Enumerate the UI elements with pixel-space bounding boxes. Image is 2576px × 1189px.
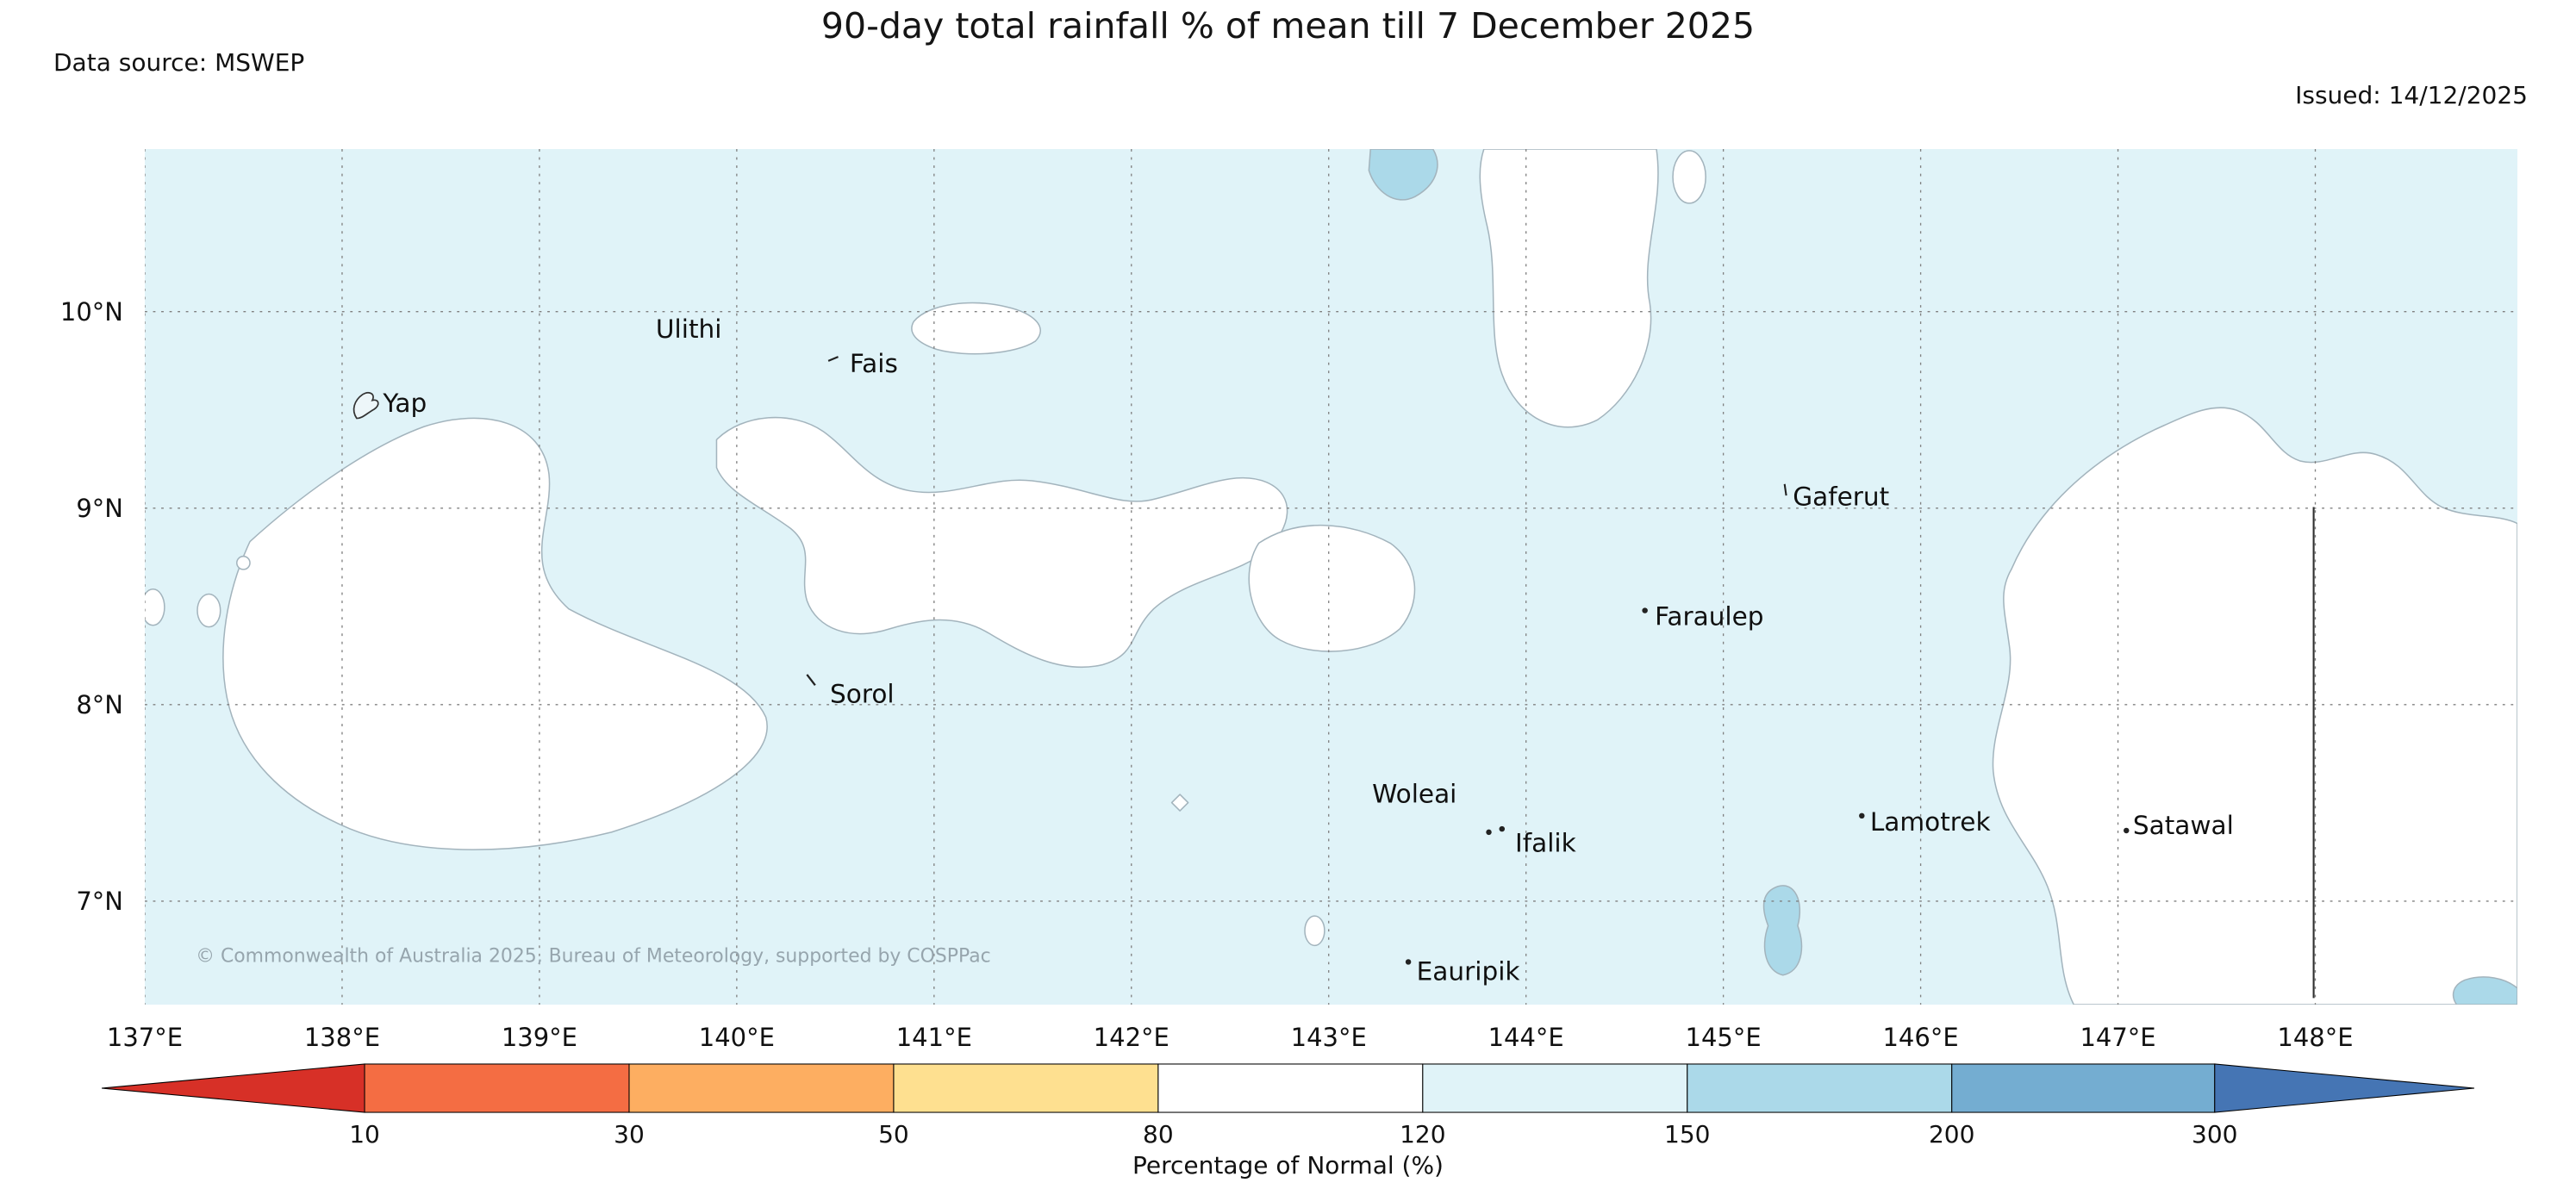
lon-axis-label: 145°E	[1685, 1023, 1762, 1052]
contour-region-80-120	[1304, 915, 1325, 947]
island-mark	[1486, 829, 1492, 836]
colorbar-tick-label: 120	[1400, 1120, 1446, 1149]
data-source-label: Data source: MSWEP	[53, 48, 305, 77]
contour-region-150-200	[1762, 885, 1803, 976]
island-label-ulithi: Ulithi	[656, 314, 722, 344]
island-label-woleai: Woleai	[1372, 780, 1456, 809]
island-mark	[1499, 825, 1506, 832]
island-mark	[806, 674, 816, 686]
colorbar-segment	[1422, 1063, 1688, 1113]
contour-region-80-120	[1170, 794, 1189, 812]
map: Yap Ulithi Fais Sorol Gaferut Faraulep Woleai I…	[145, 149, 2517, 1005]
colorbar-segment	[364, 1063, 630, 1113]
map-canvas: Yap Ulithi Fais Sorol Gaferut Faraulep Woleai I…	[145, 149, 2517, 1005]
contour-region-80-120	[1479, 149, 1659, 428]
colorbar-tick-label: 30	[614, 1120, 645, 1149]
contour-region-80-120	[1248, 524, 1416, 652]
lon-axis-label: 141°E	[895, 1023, 972, 1052]
lon-axis-label: 142°E	[1093, 1023, 1169, 1052]
contour-region-150-200	[2452, 976, 2517, 1005]
contour-region-80-120	[145, 588, 165, 626]
colorbar-tick-label: 200	[1928, 1120, 1975, 1149]
island-label-ifalik: Ifalik	[1515, 829, 1577, 858]
lat-axis-label: 7°N	[76, 887, 123, 917]
rainfall-contours	[145, 149, 2517, 1005]
page-title: 90-day total rainfall % of mean till 7 D…	[820, 5, 1756, 47]
island-label-faraulep: Faraulep	[1655, 602, 1763, 632]
lon-axis-label: 146°E	[1882, 1023, 1959, 1052]
island-label-lamotrek: Lamotrek	[1870, 807, 1992, 837]
island-mark	[2124, 827, 2130, 834]
colorbar-segment	[1951, 1063, 2216, 1113]
island-label-fais: Fais	[850, 349, 898, 378]
contour-region-80-120	[1992, 407, 2517, 1005]
colorbar-canvas	[102, 1063, 2474, 1113]
contour-region-80-120	[236, 555, 251, 570]
island-label-sorol: Sorol	[830, 679, 895, 708]
contour-region-80-120	[1672, 150, 1706, 204]
colorbar-tick-label: 300	[2192, 1120, 2238, 1149]
colorbar-arrow-high	[2214, 1063, 2474, 1113]
contour-region-150-200	[1368, 149, 1438, 201]
colorbar-tick-label: 50	[878, 1120, 909, 1149]
copyright-notice: © Commonwealth of Australia 2025, Bureau…	[196, 945, 991, 967]
lon-axis-label: 140°E	[698, 1023, 775, 1052]
colorbar-segment	[628, 1063, 895, 1113]
lon-axis-label: 138°E	[303, 1023, 381, 1052]
lat-axis-label: 10°N	[59, 296, 123, 327]
colorbar-tick-label: 10	[349, 1120, 380, 1149]
colorbar-tick-label: 80	[1143, 1120, 1174, 1149]
colorbar-arrow-low	[102, 1063, 365, 1113]
island-label-yap: Yap	[382, 389, 427, 418]
island-mark	[1859, 812, 1865, 819]
contour-region-80-120	[715, 416, 1288, 669]
island-mark	[1405, 959, 1412, 965]
colorbar-segment	[1687, 1063, 1953, 1113]
lat-axis-label: 8°N	[76, 689, 123, 719]
island-mark	[827, 356, 839, 362]
graticule	[145, 149, 2517, 1005]
lon-axis-label: 139°E	[501, 1023, 577, 1052]
island-label-eauripik: Eauripik	[1417, 956, 1521, 986]
lon-axis-label: 137°E	[106, 1023, 184, 1052]
lat-axis-label: 9°N	[76, 493, 123, 523]
colorbar-tick-label: 150	[1664, 1120, 1711, 1149]
island-outline-yap	[352, 392, 379, 420]
lon-axis-label: 147°E	[2080, 1023, 2156, 1052]
island-label-satawal: Satawal	[2133, 811, 2234, 840]
island-mark	[1642, 607, 1648, 613]
island-label-gaferut: Gaferut	[1793, 482, 1889, 512]
colorbar-axis-label: Percentage of Normal (%)	[1132, 1151, 1444, 1180]
contour-region-80-120	[911, 302, 1041, 355]
lon-axis-label: 148°E	[2277, 1023, 2354, 1052]
colorbar	[102, 1063, 2474, 1113]
lon-axis-label: 144°E	[1488, 1023, 1564, 1052]
colorbar-segment	[893, 1063, 1159, 1113]
island-mark	[1783, 483, 1787, 496]
lon-axis-label: 143°E	[1290, 1023, 1367, 1052]
island-labels: Yap Ulithi Fais Sorol Gaferut Faraulep Woleai I…	[352, 314, 2234, 986]
contour-region-80-120	[196, 593, 221, 628]
contour-region-80-120	[222, 417, 768, 850]
issued-label: Issued: 14/12/2025	[2295, 81, 2528, 109]
colorbar-segment	[1157, 1063, 1424, 1113]
